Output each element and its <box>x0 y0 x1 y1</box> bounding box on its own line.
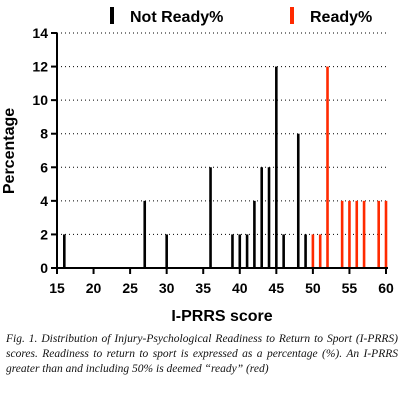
bar <box>267 167 271 268</box>
figure-caption: Fig. 1. Distribution of Injury-Psycholog… <box>6 332 398 378</box>
bar <box>143 200 147 268</box>
y-tick-label: 8 <box>40 126 48 142</box>
x-axis-label: I-PRRS score <box>171 308 272 325</box>
bar <box>318 234 322 268</box>
x-tick-label: 50 <box>305 280 321 296</box>
bar <box>209 167 212 268</box>
y-tick-label: 2 <box>40 226 48 242</box>
bar <box>63 234 66 268</box>
x-tick-label: 55 <box>342 280 358 296</box>
x-tick-label: 25 <box>122 280 138 296</box>
y-tick-label: 0 <box>40 260 48 276</box>
bar <box>340 200 344 268</box>
bar <box>296 133 300 268</box>
legend-label: Not Ready% <box>130 9 223 26</box>
bar <box>165 234 168 268</box>
bar <box>362 200 366 268</box>
bar <box>260 167 264 268</box>
bar <box>245 234 249 268</box>
bar <box>384 200 388 268</box>
bar <box>238 234 242 268</box>
bar <box>311 234 315 268</box>
y-axis-ticks: 0 2 4 6 8 10 12 14 <box>32 25 57 276</box>
y-tick-label: 4 <box>40 193 48 209</box>
legend: Not Ready% Ready% <box>110 7 372 26</box>
x-tick-label: 20 <box>86 280 102 296</box>
bar <box>275 66 278 268</box>
x-tick-label: 35 <box>195 280 211 296</box>
bar <box>282 234 285 268</box>
legend-swatch <box>290 7 294 24</box>
y-tick-label: 12 <box>32 59 48 75</box>
x-tick-label: 45 <box>269 280 285 296</box>
x-tick-label: 30 <box>159 280 175 296</box>
legend-swatch <box>110 7 114 24</box>
y-axis-label: Percentage <box>1 108 18 194</box>
bar <box>253 200 256 268</box>
x-tick-label: 40 <box>232 280 248 296</box>
y-tick-label: 6 <box>40 159 48 175</box>
x-axis-ticks: 15 20 25 30 35 40 45 50 55 60 <box>49 268 394 296</box>
caption-text: Distribution of Injury-Psychological Rea… <box>6 333 398 376</box>
bar <box>231 234 234 268</box>
bar <box>377 200 380 268</box>
y-tick-label: 14 <box>32 25 48 41</box>
bar <box>348 200 351 268</box>
bars <box>63 66 388 268</box>
bar <box>355 200 359 268</box>
bar <box>326 66 329 268</box>
caption-label: Fig. 1. <box>6 333 38 345</box>
x-tick-label: 60 <box>378 280 394 296</box>
x-tick-label: 15 <box>49 280 65 296</box>
bar <box>304 234 307 268</box>
bar-chart: 0 2 4 6 8 10 12 14 15 20 25 30 35 40 45 50 55 60 Not Rea… <box>1 7 394 325</box>
legend-label: Ready% <box>310 9 372 26</box>
y-tick-label: 10 <box>32 92 48 108</box>
